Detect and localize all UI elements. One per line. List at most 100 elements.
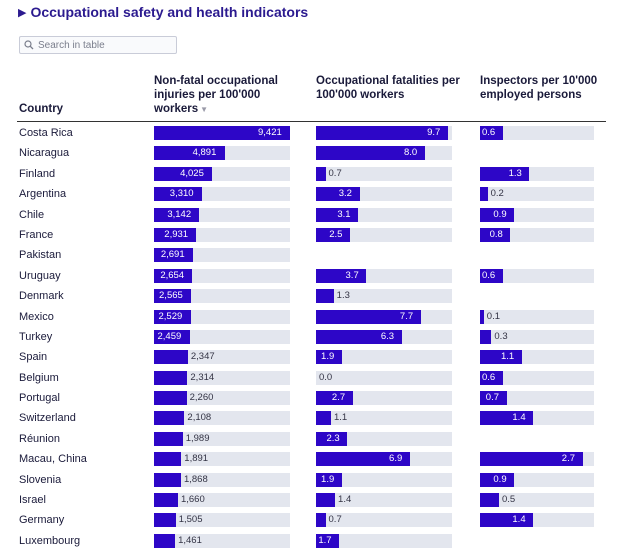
inspectors-cell: 1.3 bbox=[480, 166, 594, 181]
inspectors-bar bbox=[480, 472, 515, 487]
fatalities-bar bbox=[316, 350, 342, 365]
fatalities-track bbox=[316, 431, 452, 446]
injuries-bar bbox=[154, 411, 185, 426]
table-row: Finland 4,025 0.7 1.3 bbox=[0, 165, 624, 185]
inspectors-value: 0.8 bbox=[489, 228, 503, 240]
table-row: Switzerland 2,108 1.1 1.4 bbox=[0, 409, 624, 429]
fatalities-bar bbox=[316, 207, 359, 222]
injuries-bar bbox=[154, 513, 176, 528]
fatalities-track bbox=[316, 533, 452, 548]
country-name: Denmark bbox=[19, 290, 64, 303]
injuries-track bbox=[154, 493, 290, 508]
table-row: Belgium 2,314 0.0 0.6 bbox=[0, 369, 624, 389]
injuries-value: 1,505 bbox=[178, 514, 203, 526]
inspectors-cell: 0.9 bbox=[480, 207, 594, 222]
injuries-value: 1,989 bbox=[185, 432, 210, 444]
column-header-injuries[interactable]: Non-fatal occupational injuries per 100'… bbox=[154, 74, 304, 117]
fatalities-cell: 8.0 bbox=[316, 146, 452, 161]
injuries-cell: 1,989 bbox=[154, 431, 290, 446]
injuries-bar bbox=[154, 248, 193, 263]
injuries-cell: 3,142 bbox=[154, 207, 290, 222]
fatalities-value: 2.7 bbox=[331, 392, 346, 404]
column-header-fatalities[interactable]: Occupational fatalities per 100'000 work… bbox=[316, 75, 460, 101]
fatalities-value: 3.2 bbox=[338, 188, 352, 200]
fatalities-cell: 0.7 bbox=[316, 166, 452, 181]
injuries-bar bbox=[154, 370, 188, 385]
injuries-value: 1,891 bbox=[184, 453, 209, 465]
injuries-bar bbox=[154, 187, 202, 202]
header-divider bbox=[17, 121, 606, 122]
fatalities-value: 6.3 bbox=[380, 330, 395, 342]
injuries-track bbox=[154, 533, 290, 548]
fatalities-cell: 0.0 bbox=[316, 370, 452, 385]
inspectors-cell: 0.7 bbox=[480, 391, 594, 406]
fatalities-bar bbox=[316, 309, 421, 324]
inspectors-bar bbox=[480, 187, 488, 202]
inspectors-bar bbox=[480, 126, 503, 140]
inspectors-value: 1.3 bbox=[508, 167, 522, 179]
fatalities-bar bbox=[316, 289, 334, 304]
injuries-bar bbox=[154, 493, 178, 508]
injuries-value: 2,108 bbox=[187, 412, 212, 424]
table-row: Turkey 2,459 6.3 0.3 bbox=[0, 328, 624, 348]
injuries-bar bbox=[154, 452, 182, 467]
table-row: Luxembourg 1,461 1.7 bbox=[0, 532, 624, 552]
inspectors-cell: 0.5 bbox=[480, 493, 594, 508]
injuries-cell: 2,931 bbox=[154, 227, 290, 242]
fatalities-cell: 2.3 bbox=[316, 431, 452, 446]
fatalities-track bbox=[316, 350, 452, 365]
inspectors-value: 0.5 bbox=[502, 494, 516, 506]
injuries-track bbox=[154, 472, 290, 487]
country-name: Nicaragua bbox=[19, 147, 70, 160]
sort-descending-icon[interactable]: ▼ bbox=[200, 105, 209, 114]
column-header-country[interactable]: Country bbox=[19, 103, 64, 115]
fatalities-bar bbox=[316, 268, 367, 283]
inspectors-track bbox=[480, 493, 594, 508]
inspectors-cell: 1.4 bbox=[480, 513, 594, 528]
injuries-cell: 1,660 bbox=[154, 493, 290, 508]
inspectors-bar bbox=[480, 452, 583, 467]
injuries-bar bbox=[154, 207, 200, 222]
injuries-cell: 2,529 bbox=[154, 309, 290, 324]
injuries-value: 2,347 bbox=[190, 351, 215, 363]
injuries-bar bbox=[154, 268, 193, 283]
inspectors-cell: 0.9 bbox=[480, 472, 594, 487]
inspectors-value: 0.9 bbox=[493, 473, 507, 485]
inspectors-track bbox=[480, 187, 594, 202]
expand-triangle-icon[interactable]: ▶ bbox=[18, 6, 27, 19]
injuries-cell: 4,025 bbox=[154, 166, 290, 181]
table-row: Spain 2,347 1.9 1.1 bbox=[0, 348, 624, 368]
injuries-track bbox=[154, 391, 290, 406]
table-row: Macau, China 1,891 6.9 2.7 bbox=[0, 450, 624, 470]
search-input[interactable] bbox=[38, 39, 168, 51]
column-header-injuries-label: Non-fatal occupational injuries per 100'… bbox=[154, 75, 278, 115]
fatalities-cell: 2.5 bbox=[316, 227, 452, 242]
table-row: Israel 1,660 1.4 0.5 bbox=[0, 491, 624, 511]
injuries-bar bbox=[154, 533, 176, 548]
fatalities-track bbox=[316, 289, 452, 304]
injuries-cell: 3,310 bbox=[154, 187, 290, 202]
country-name: Costa Rica bbox=[19, 127, 73, 139]
page-title[interactable]: ▶ Occupational safety and health indicat… bbox=[18, 4, 308, 20]
injuries-cell: 2,260 bbox=[154, 391, 290, 406]
fatalities-cell: 1.9 bbox=[316, 350, 452, 365]
fatalities-cell: 9.7 bbox=[316, 126, 452, 140]
fatalities-track bbox=[316, 166, 452, 181]
injuries-bar bbox=[154, 146, 225, 161]
fatalities-cell: 1.1 bbox=[316, 411, 452, 426]
fatalities-cell: 0.7 bbox=[316, 513, 452, 528]
fatalities-value: 2.5 bbox=[329, 228, 343, 240]
injuries-bar bbox=[154, 472, 181, 487]
column-header-inspectors[interactable]: Inspectors per 10'000 employed persons bbox=[480, 75, 598, 101]
injuries-cell: 2,108 bbox=[154, 411, 290, 426]
inspectors-bar bbox=[480, 268, 503, 283]
table-row: Germany 1,505 0.7 1.4 bbox=[0, 511, 624, 531]
inspectors-bar bbox=[480, 309, 484, 324]
injuries-track bbox=[154, 513, 290, 528]
fatalities-bar bbox=[316, 533, 340, 548]
table-row: Argentina 3,310 3.2 0.2 bbox=[0, 185, 624, 205]
search-box[interactable] bbox=[19, 36, 177, 54]
country-name: Mexico bbox=[19, 310, 54, 323]
fatalities-value: 8.0 bbox=[404, 147, 418, 159]
inspectors-cell: 0.1 bbox=[480, 309, 594, 324]
